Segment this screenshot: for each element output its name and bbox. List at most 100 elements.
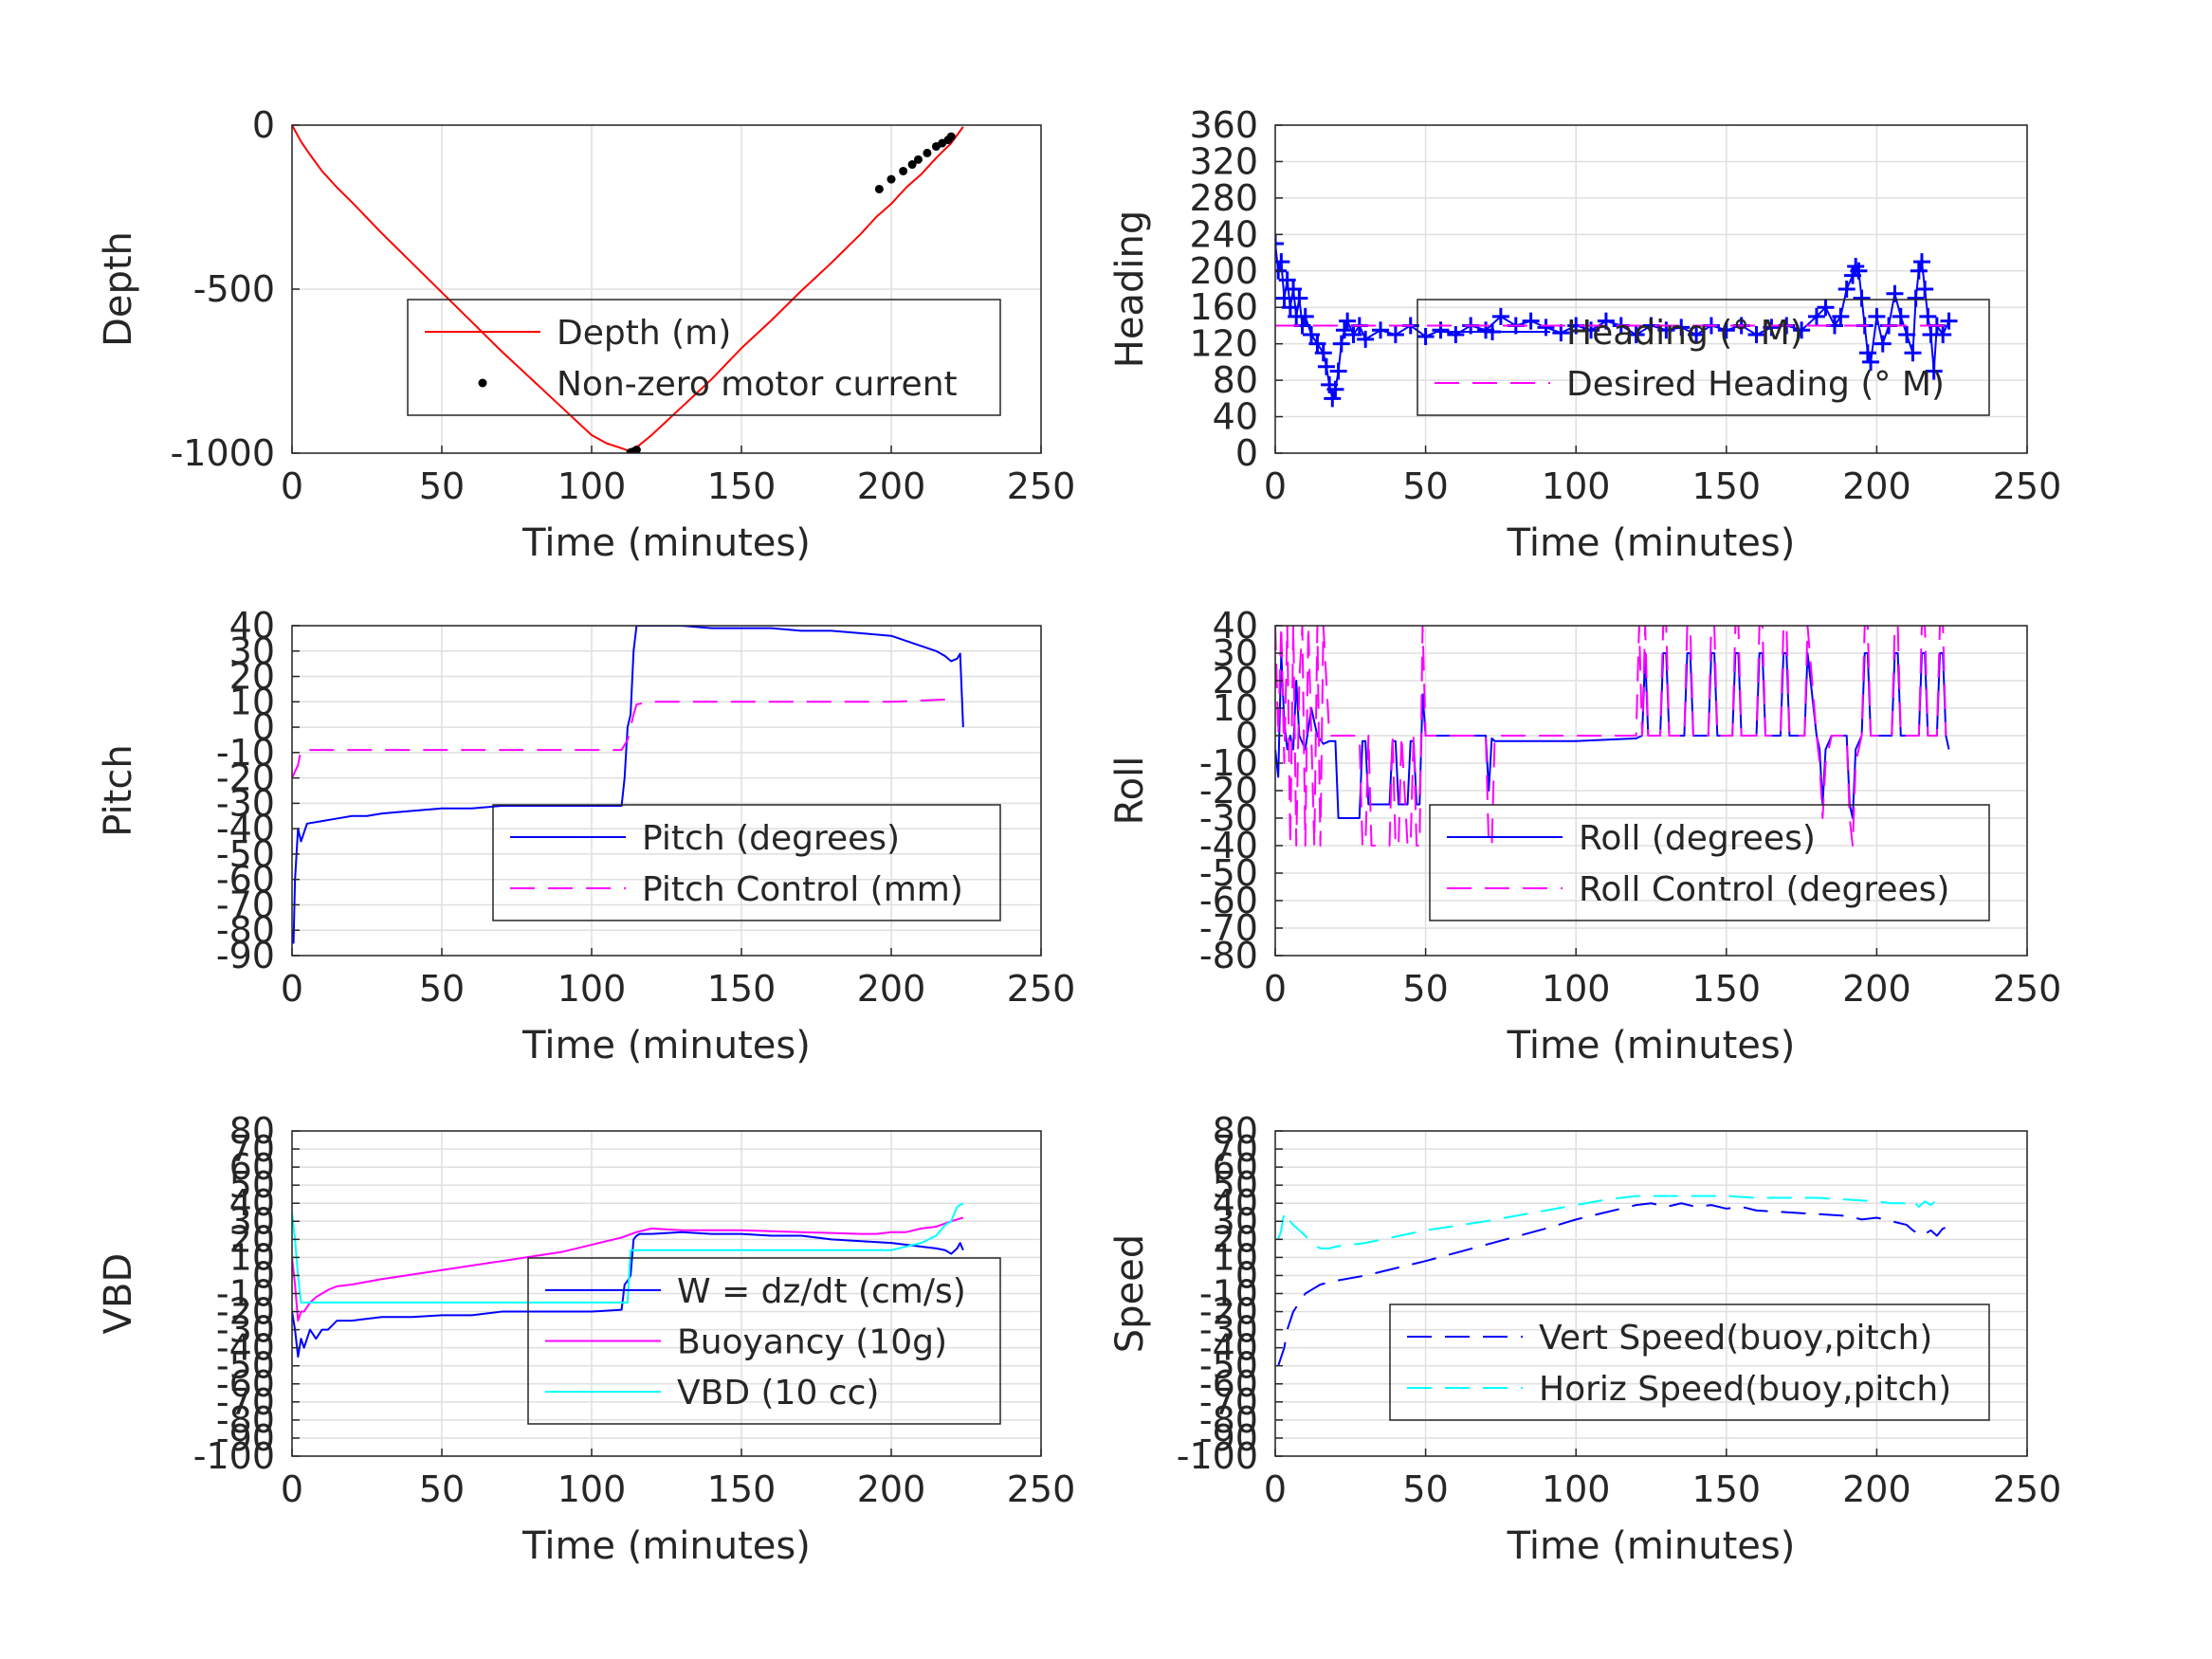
legend-label: VBD (10 cc)	[677, 1374, 879, 1413]
data-point	[1597, 312, 1615, 330]
y-tick-label: 0	[252, 104, 275, 146]
y-tick-label: 20	[1213, 660, 1258, 702]
y-tick-label: 280	[1189, 177, 1258, 219]
data-point	[1491, 307, 1509, 325]
x-tick-label: 100	[1542, 968, 1611, 1010]
y-tick-label: -60	[1199, 1363, 1258, 1405]
legend-box	[527, 1257, 1001, 1425]
series-line-1	[292, 698, 952, 779]
legend-box	[492, 804, 1001, 921]
data-point	[1919, 307, 1937, 325]
y-tick-label: -90	[216, 935, 275, 976]
data-point	[1904, 344, 1922, 362]
y-tick-label: 80	[1213, 359, 1258, 401]
y-tick-label: 200	[1189, 250, 1258, 292]
y-tick-label: -40	[1199, 1327, 1258, 1369]
data-point	[1817, 299, 1835, 317]
data-point	[1673, 319, 1691, 337]
x-tick-label: 100	[558, 968, 627, 1010]
y-tick-label: 80	[1213, 1110, 1258, 1152]
x-tick-label: 0	[1264, 1468, 1287, 1510]
x-tick-label: 200	[1842, 465, 1911, 507]
x-tick-label: 50	[419, 1468, 465, 1510]
legend-swatch	[478, 378, 487, 388]
x-tick-label: 150	[707, 1468, 777, 1510]
y-axis-label: Depth	[97, 231, 140, 347]
x-tick-label: 100	[558, 465, 627, 507]
data-point	[1934, 326, 1952, 344]
y-tick-label: 20	[229, 1218, 275, 1260]
y-tick-label: 10	[1213, 1236, 1258, 1278]
y-tick-label: 60	[229, 1146, 275, 1188]
legend: Heading (° M) Desired Heading (° M)	[1417, 299, 1990, 416]
y-tick-label: -80	[216, 1399, 275, 1441]
data-point	[1910, 262, 1928, 280]
data-point	[1326, 380, 1344, 398]
data-point	[1747, 326, 1765, 344]
x-tick-label: 200	[857, 1468, 926, 1510]
data-point	[1858, 344, 1876, 362]
data-point	[1278, 271, 1296, 289]
x-tick-label: 50	[1402, 968, 1448, 1010]
y-tick-label: -30	[1199, 797, 1258, 839]
y-tick-label: 80	[229, 1110, 275, 1152]
legend-label: Buoyancy (10g)	[677, 1323, 947, 1362]
x-axis-label: Time (minutes)	[521, 1524, 811, 1568]
data-point	[1657, 321, 1675, 339]
y-tick-label: -70	[216, 884, 275, 925]
legend: Depth (m) Non-zero motor current	[407, 299, 1001, 416]
series-line-1	[1277, 1194, 1944, 1249]
data-point	[1582, 321, 1600, 339]
data-point	[1281, 299, 1299, 317]
x-tick-label: 250	[1993, 1468, 2062, 1510]
data-point	[1335, 321, 1353, 339]
legend-label: Depth (m)	[557, 314, 731, 353]
y-tick-label: 30	[1213, 1200, 1258, 1242]
chart-panel-6: 0 50 100 150 200 250-100-90-80-70-60-50-40-30…	[1108, 1110, 2061, 1568]
data-point	[1344, 326, 1362, 344]
y-tick-label: 40	[1213, 1182, 1258, 1224]
series-line-1	[292, 1216, 964, 1322]
x-tick-label: 150	[1692, 465, 1762, 507]
chart-panel-5: 0 50 100 150 200 250-100-90-80-70-60-50-40-30…	[97, 1110, 1075, 1568]
x-tick-label: 0	[1264, 465, 1287, 507]
y-tick-label: -10	[216, 1273, 275, 1315]
x-tick-label: 50	[419, 465, 465, 507]
x-axis-label: Time (minutes)	[521, 1024, 811, 1067]
y-tick-label: -100	[193, 1435, 275, 1477]
x-tick-label: 200	[1842, 968, 1911, 1010]
data-point	[1275, 234, 1284, 252]
y-tick-label: -30	[216, 782, 275, 824]
x-axis-label: Time (minutes)	[1507, 1524, 1796, 1568]
x-tick-label: 50	[1402, 465, 1448, 507]
x-tick-label: 100	[558, 1468, 627, 1510]
data-point	[1807, 307, 1825, 325]
data-point	[1432, 321, 1450, 339]
data-point	[1688, 326, 1706, 344]
y-tick-label: 360	[1189, 104, 1258, 146]
y-tick-label: -30	[216, 1309, 275, 1351]
y-tick-label: 20	[1213, 1218, 1258, 1260]
y-tick-label: 30	[1213, 632, 1258, 674]
y-tick-label: 40	[229, 605, 275, 647]
y-tick-label: -70	[1199, 1381, 1258, 1423]
y-tick-label: -40	[216, 1327, 275, 1369]
y-tick-label: 10	[229, 1236, 275, 1278]
y-tick-label: -10	[1199, 1273, 1258, 1315]
x-tick-label: 250	[1007, 465, 1076, 507]
x-tick-label: 0	[281, 968, 303, 1010]
data-point	[1892, 307, 1910, 325]
chart-panel-4: 0 50 100 150 200 250-80-70-60-50-40-30-20-100…	[1108, 605, 2061, 1067]
series-line-0	[1277, 1202, 1949, 1367]
y-tick-label: -90	[1199, 1417, 1258, 1459]
x-axis-label: Time (minutes)	[1507, 521, 1796, 565]
data-point	[923, 148, 932, 157]
y-tick-label: 50	[229, 1164, 275, 1206]
series-line-0	[292, 1231, 964, 1358]
x-tick-label: 250	[1007, 1468, 1076, 1510]
data-point	[1317, 357, 1335, 375]
y-tick-label: 40	[1213, 605, 1258, 647]
y-tick-label: 160	[1189, 286, 1258, 328]
series-group	[1275, 234, 1958, 408]
data-point	[907, 160, 917, 170]
